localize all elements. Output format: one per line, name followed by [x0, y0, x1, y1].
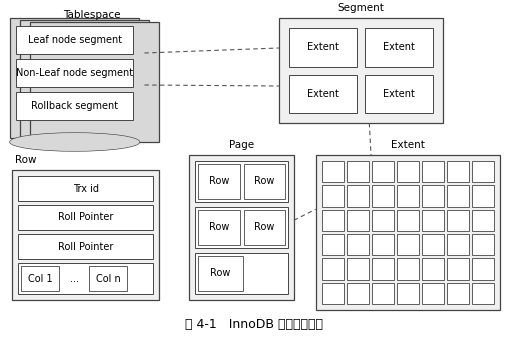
Bar	[16, 26, 133, 54]
Text: Roll Pointer: Roll Pointer	[58, 213, 114, 222]
Bar	[347, 161, 369, 182]
Bar	[21, 266, 59, 291]
Bar	[198, 164, 239, 199]
Bar	[16, 92, 133, 120]
Text: Row: Row	[15, 155, 37, 165]
Bar	[365, 75, 433, 113]
Bar	[472, 258, 494, 280]
Bar	[422, 210, 444, 231]
Text: Leaf node segment: Leaf node segment	[28, 35, 122, 45]
Bar	[10, 18, 139, 138]
Bar	[397, 258, 419, 280]
Bar	[372, 234, 394, 255]
Bar	[195, 253, 288, 294]
Bar	[447, 210, 469, 231]
Bar	[198, 256, 243, 291]
Bar	[372, 283, 394, 304]
Bar	[365, 28, 433, 66]
Bar	[189, 155, 294, 300]
Bar	[447, 283, 469, 304]
Bar	[347, 234, 369, 255]
Bar	[347, 210, 369, 231]
Bar	[347, 185, 369, 207]
Bar	[289, 28, 357, 66]
Bar	[472, 185, 494, 207]
Text: Roll Pointer: Roll Pointer	[58, 241, 114, 252]
Bar	[18, 176, 154, 201]
Bar	[243, 210, 285, 245]
Bar	[372, 185, 394, 207]
Bar	[195, 207, 288, 248]
Ellipse shape	[10, 133, 139, 151]
Bar	[422, 161, 444, 182]
Text: Row: Row	[209, 177, 229, 186]
Bar	[12, 170, 159, 300]
Bar	[198, 210, 239, 245]
Bar	[397, 283, 419, 304]
Bar	[322, 234, 344, 255]
Bar	[30, 22, 159, 142]
Bar	[372, 258, 394, 280]
Bar	[472, 283, 494, 304]
Text: 图 4-1   InnoDB 逻辑存储结构: 图 4-1 InnoDB 逻辑存储结构	[186, 319, 323, 332]
Bar	[397, 234, 419, 255]
Text: Non-Leaf node segment: Non-Leaf node segment	[16, 68, 133, 78]
Text: Tablespace: Tablespace	[63, 10, 120, 20]
Bar	[447, 161, 469, 182]
Bar	[422, 185, 444, 207]
Text: Extent: Extent	[383, 42, 415, 52]
Text: Extent: Extent	[391, 140, 425, 150]
Bar	[18, 263, 154, 294]
Text: Page: Page	[229, 140, 254, 150]
Bar	[372, 210, 394, 231]
Text: Extent: Extent	[307, 89, 339, 99]
Bar	[322, 283, 344, 304]
Bar	[322, 161, 344, 182]
Text: Extent: Extent	[383, 89, 415, 99]
Text: Trx id: Trx id	[73, 183, 99, 194]
Bar	[372, 161, 394, 182]
Bar	[472, 210, 494, 231]
Bar	[20, 20, 150, 140]
Bar	[289, 75, 357, 113]
Bar	[397, 161, 419, 182]
Bar	[322, 258, 344, 280]
Text: Extent: Extent	[307, 42, 339, 52]
Text: Row: Row	[210, 268, 231, 279]
Bar	[447, 234, 469, 255]
Text: Segment: Segment	[338, 3, 384, 13]
Text: Col 1: Col 1	[27, 274, 52, 283]
Bar	[322, 185, 344, 207]
Bar	[472, 161, 494, 182]
Bar	[195, 161, 288, 202]
Bar	[347, 258, 369, 280]
Bar	[447, 258, 469, 280]
Text: Row: Row	[254, 222, 274, 233]
Bar	[422, 283, 444, 304]
Bar	[397, 185, 419, 207]
Bar	[89, 266, 127, 291]
Bar	[422, 234, 444, 255]
Text: Col n: Col n	[96, 274, 121, 283]
Bar	[447, 185, 469, 207]
Bar	[397, 210, 419, 231]
Text: Row: Row	[209, 222, 229, 233]
Text: ...: ...	[69, 274, 79, 283]
Bar	[18, 234, 154, 259]
Bar	[279, 18, 443, 123]
Bar	[472, 234, 494, 255]
Bar	[347, 283, 369, 304]
Bar	[316, 155, 500, 310]
Bar	[243, 164, 285, 199]
Bar	[18, 205, 154, 230]
Bar	[322, 210, 344, 231]
Bar	[16, 59, 133, 87]
Text: Rollback segment: Rollback segment	[31, 101, 118, 111]
Ellipse shape	[10, 133, 139, 151]
Text: Row: Row	[254, 177, 274, 186]
Bar	[422, 258, 444, 280]
